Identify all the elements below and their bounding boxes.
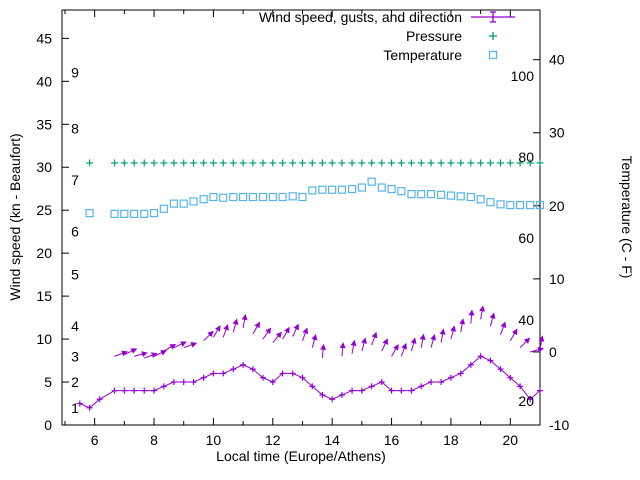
wind-errorbar-marker-icon: [470, 10, 516, 24]
svg-text:20: 20: [503, 432, 519, 448]
legend-item-temperature: Temperature: [0, 45, 516, 64]
svg-text:5: 5: [71, 267, 79, 283]
svg-text:100: 100: [511, 68, 535, 84]
svg-text:0: 0: [44, 417, 52, 433]
svg-text:0: 0: [549, 344, 557, 360]
svg-text:4: 4: [71, 318, 79, 334]
svg-text:9: 9: [71, 65, 79, 81]
svg-text:20: 20: [549, 198, 565, 214]
svg-text:-10: -10: [549, 417, 569, 433]
svg-text:40: 40: [36, 73, 52, 89]
svg-text:10: 10: [36, 331, 52, 347]
svg-text:5: 5: [44, 374, 52, 390]
legend-label-pressure: Pressure: [405, 27, 462, 44]
svg-text:45: 45: [36, 30, 52, 46]
axes: [61, 9, 541, 426]
svg-text:35: 35: [36, 116, 52, 132]
svg-text:10: 10: [206, 432, 222, 448]
legend-item-wind: Wind speed, gusts, and direction: [0, 7, 516, 26]
legend-item-pressure: Pressure: [0, 26, 516, 45]
y-axis-title-left: Wind speed (kn - Beaufort): [7, 133, 23, 301]
legend: Wind speed, gusts, and direction Pressur…: [0, 7, 516, 64]
svg-text:12: 12: [265, 432, 281, 448]
tick-labels: 6 8 10 12 14 16 18 20051015202530354045-1001020…: [36, 30, 569, 448]
pressure-series: [86, 159, 544, 167]
svg-text:16: 16: [384, 432, 400, 448]
fahrenheit-scale-labels: 20 40 60 80 100: [511, 68, 535, 409]
svg-text:8: 8: [150, 432, 158, 448]
temperature-square-marker-icon: [470, 48, 516, 62]
svg-text:40: 40: [549, 52, 565, 68]
svg-text:10: 10: [549, 271, 565, 287]
svg-text:20: 20: [36, 245, 52, 261]
svg-text:2: 2: [71, 374, 79, 390]
svg-text:1: 1: [71, 400, 79, 416]
x-axis-title: Local time (Europe/Athens): [216, 448, 386, 464]
svg-text:14: 14: [324, 432, 340, 448]
svg-text:30: 30: [36, 159, 52, 175]
legend-label-temperature: Temperature: [383, 46, 462, 63]
temperature-series: [85, 177, 545, 218]
svg-text:3: 3: [71, 348, 79, 364]
svg-text:18: 18: [443, 432, 459, 448]
svg-text:60: 60: [518, 230, 534, 246]
pressure-plus-marker-icon: [470, 29, 516, 43]
svg-text:30: 30: [549, 125, 565, 141]
beaufort-scale-labels: 1 2 3 4 5 6 7 8 9: [71, 65, 79, 416]
svg-text:8: 8: [71, 121, 79, 137]
svg-text:25: 25: [36, 202, 52, 218]
wind-speed-series: [76, 353, 543, 411]
svg-text:15: 15: [36, 288, 52, 304]
y-axis-title-right: Temperature (C - F): [619, 155, 635, 279]
legend-label-wind: Wind speed, gusts, and direction: [258, 8, 462, 25]
svg-text:40: 40: [518, 312, 534, 328]
svg-text:7: 7: [71, 172, 79, 188]
wind-direction-arrows: [114, 305, 545, 359]
svg-text:80: 80: [518, 149, 534, 165]
svg-text:20: 20: [518, 393, 534, 409]
svg-text:6: 6: [91, 432, 99, 448]
svg-text:6: 6: [71, 224, 79, 240]
